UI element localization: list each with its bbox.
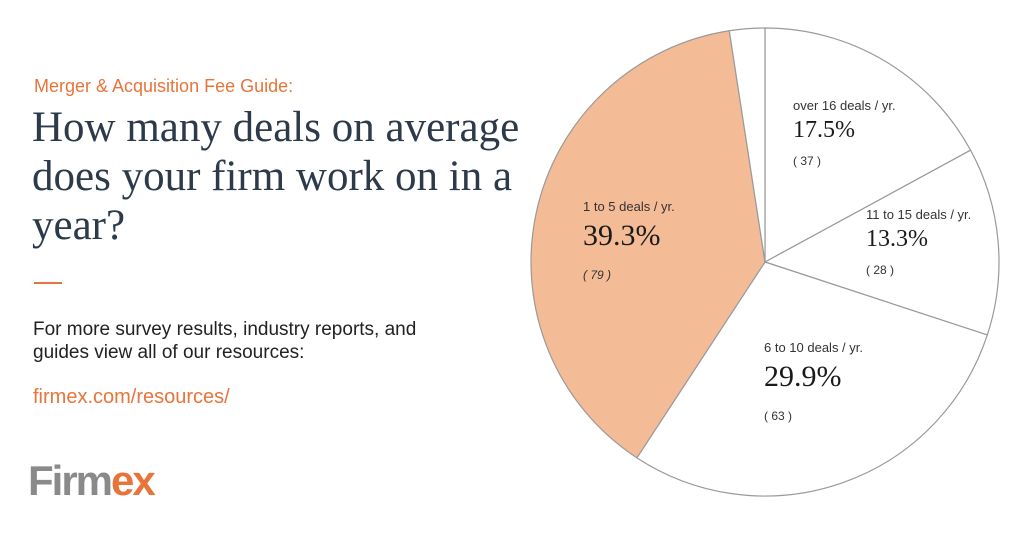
slice-percent-2: 29.9%	[764, 360, 842, 393]
logo-main-text: Firm	[28, 457, 113, 504]
title-divider	[34, 282, 62, 284]
slice-count-2: ( 63 )	[764, 409, 792, 423]
pie-slice-1	[763, 149, 1000, 336]
slice-label-3: 1 to 5 deals / yr.	[583, 199, 675, 214]
slice-label-2: 6 to 10 deals / yr.	[764, 340, 863, 355]
pie-labels: over 16 deals / yr. 17.5% ( 37 ) 11 to 15 d…	[583, 98, 971, 423]
slice-count-1: ( 28 )	[866, 263, 894, 277]
pie-slice-4	[728, 27, 766, 263]
firmex-logo: Firmex	[28, 456, 156, 506]
pie-slice-0	[764, 27, 972, 264]
slice-label-0: over 16 deals / yr.	[793, 98, 896, 113]
guide-kicker: Merger & Acquisition Fee Guide:	[34, 76, 294, 96]
pie-slice-2	[636, 261, 989, 497]
slice-count-0: ( 37 )	[793, 154, 821, 168]
pie-slice-3	[530, 30, 766, 459]
slice-percent-3: 39.3%	[583, 219, 661, 252]
resources-link[interactable]: firmex.com/resources/	[33, 386, 230, 408]
logo-accent-text: ex	[111, 457, 156, 504]
slice-label-1: 11 to 15 deals / yr.	[866, 207, 971, 222]
pie-slices	[530, 27, 1000, 497]
slice-count-3: ( 79 )	[583, 268, 611, 282]
slice-percent-1: 13.3%	[866, 226, 928, 252]
page-title: How many deals on average does your firm…	[32, 104, 520, 249]
resources-description: For more survey results, industry report…	[33, 319, 417, 363]
slice-percent-0: 17.5%	[793, 117, 855, 143]
